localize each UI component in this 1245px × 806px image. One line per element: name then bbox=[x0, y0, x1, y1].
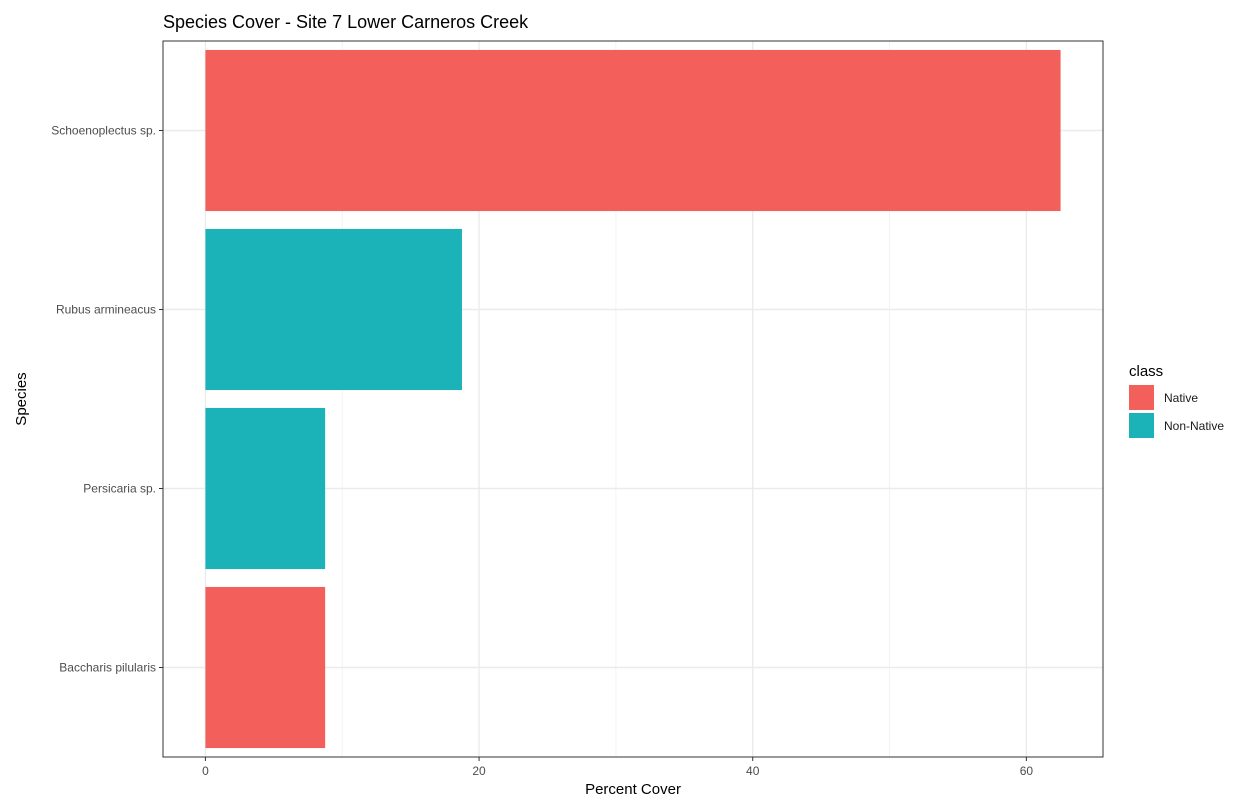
legend-swatch-native bbox=[1129, 385, 1154, 410]
bars bbox=[205, 49, 1061, 749]
x-tick-label: 60 bbox=[1020, 764, 1034, 778]
x-tick-label: 40 bbox=[746, 764, 760, 778]
y-axis: Schoenoplectus sp. Rubus armineacus Persic… bbox=[51, 124, 163, 675]
legend-item-non-native: Non-Native bbox=[1129, 413, 1224, 438]
x-tick-label: 0 bbox=[202, 764, 209, 778]
x-tick-label: 20 bbox=[472, 764, 486, 778]
plot-border bbox=[162, 40, 1104, 758]
y-tick-label: Baccharis pilularis bbox=[59, 661, 156, 675]
legend-title: class bbox=[1129, 363, 1163, 380]
bar bbox=[205, 407, 326, 570]
x-axis-title: Percent Cover bbox=[585, 781, 681, 798]
bar bbox=[205, 586, 326, 749]
y-tick-label: Rubus armineacus bbox=[56, 303, 156, 317]
y-axis-title: Species bbox=[13, 372, 30, 425]
chart-title: Species Cover - Site 7 Lower Carneros Cr… bbox=[163, 12, 529, 32]
bar bbox=[205, 228, 462, 391]
legend-item-native: Native bbox=[1129, 385, 1198, 410]
x-axis: 0 20 40 60 bbox=[202, 757, 1033, 778]
legend-swatch-non-native bbox=[1129, 413, 1154, 438]
bar bbox=[205, 49, 1061, 212]
y-tick-label: Persicaria sp. bbox=[83, 482, 156, 496]
y-tick-label: Schoenoplectus sp. bbox=[51, 124, 156, 138]
legend-label-native: Native bbox=[1164, 391, 1198, 405]
legend: class Native Non-Native bbox=[1129, 363, 1224, 438]
legend-label-non-native: Non-Native bbox=[1164, 419, 1224, 433]
